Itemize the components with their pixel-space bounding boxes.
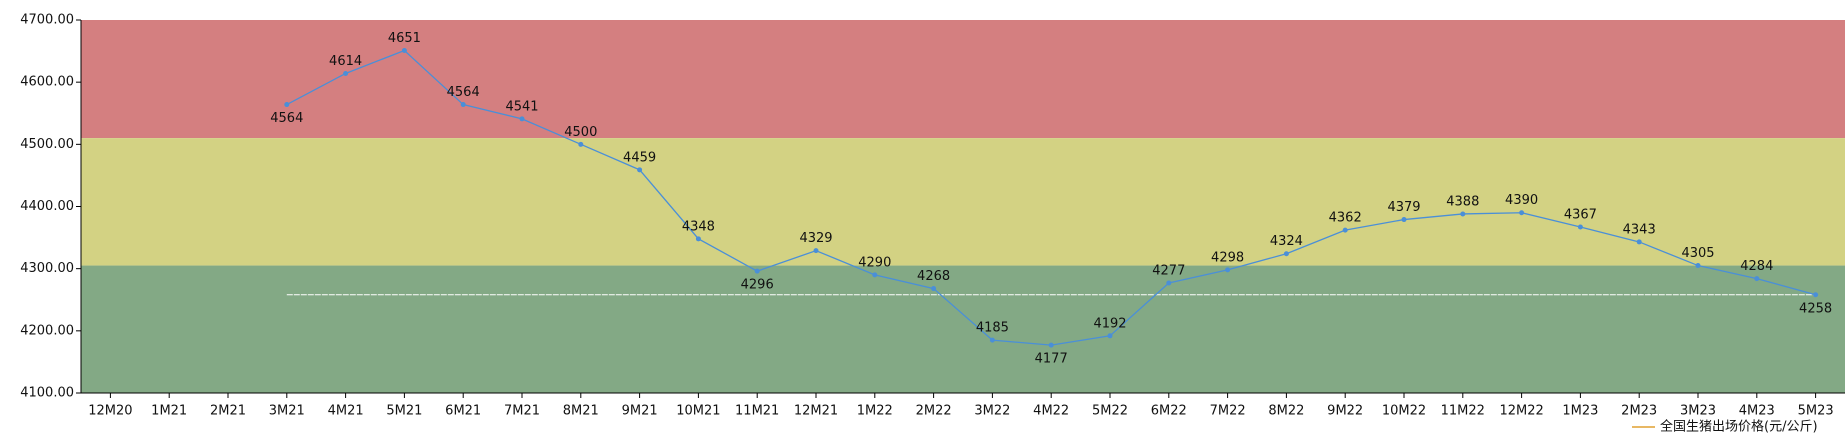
band [81, 138, 1845, 266]
data-label: 4564 [447, 85, 480, 100]
x-tick-label: 6M21 [445, 404, 481, 419]
x-tick-label: 11M21 [735, 404, 779, 419]
data-label: 4348 [682, 219, 715, 234]
point [813, 248, 819, 254]
x-tick-label: 10M21 [676, 404, 720, 419]
data-label: 4268 [917, 269, 950, 284]
band [81, 20, 1845, 139]
data-label: 4298 [1211, 250, 1244, 265]
x-tick-label: 10M22 [1382, 404, 1426, 419]
point [1460, 211, 1466, 217]
x-tick-label: 5M21 [386, 404, 422, 419]
data-label: 4459 [623, 150, 656, 165]
y-tick-label: 4100.00 [20, 386, 74, 401]
point [1283, 251, 1289, 257]
point [1813, 292, 1819, 298]
point [754, 268, 760, 274]
point [872, 272, 878, 278]
x-tick-label: 1M22 [857, 404, 893, 419]
x-tick-label: 8M21 [563, 404, 599, 419]
x-tick-label: 4M23 [1739, 404, 1775, 419]
band [81, 265, 1845, 393]
point [931, 286, 937, 292]
point [1107, 333, 1113, 339]
data-label: 4614 [329, 54, 362, 69]
x-tick-label: 6M22 [1151, 404, 1187, 419]
point [1048, 342, 1054, 348]
y-tick-label: 4700.00 [20, 13, 74, 28]
data-label: 4500 [564, 125, 597, 140]
data-label: 4277 [1152, 263, 1185, 278]
y-tick-label: 4400.00 [20, 199, 74, 214]
data-label: 4192 [1093, 316, 1126, 331]
data-label: 4343 [1623, 222, 1656, 237]
x-tick-label: 12M20 [88, 404, 132, 419]
point [1342, 227, 1348, 233]
y-tick-label: 4200.00 [20, 323, 74, 338]
x-tick-label: 7M21 [504, 404, 540, 419]
point [989, 337, 995, 343]
y-tick-label: 4600.00 [20, 75, 74, 90]
data-label: 4177 [1035, 352, 1068, 367]
point [343, 70, 349, 76]
point [1519, 210, 1525, 216]
data-label: 4185 [976, 321, 1009, 336]
x-tick-label: 4M21 [328, 404, 364, 419]
data-label: 4258 [1799, 301, 1832, 316]
data-label: 4296 [741, 278, 774, 293]
data-label: 4388 [1446, 194, 1479, 209]
data-label: 4367 [1564, 208, 1597, 223]
point [637, 167, 643, 173]
data-label: 4284 [1740, 259, 1773, 274]
point [1754, 276, 1760, 282]
point [284, 102, 290, 108]
point [1225, 267, 1231, 273]
x-tick-label: 7M22 [1210, 404, 1246, 419]
data-label: 4290 [858, 255, 891, 270]
x-tick-label: 3M22 [974, 404, 1010, 419]
x-tick-label: 3M23 [1680, 404, 1716, 419]
data-label: 4390 [1505, 193, 1538, 208]
x-tick-label: 12M22 [1499, 404, 1543, 419]
point [401, 47, 407, 53]
data-label: 4329 [799, 231, 832, 246]
data-label: 4362 [1329, 211, 1362, 226]
data-label: 4651 [388, 31, 421, 46]
data-label: 4305 [1681, 246, 1714, 261]
point [695, 236, 701, 242]
x-tick-label: 1M23 [1562, 404, 1598, 419]
x-tick-label: 2M21 [210, 404, 246, 419]
x-tick-label: 12M21 [794, 404, 838, 419]
point [578, 141, 584, 147]
data-label: 4541 [505, 99, 538, 114]
data-label: 4379 [1387, 200, 1420, 215]
point [1695, 263, 1701, 269]
x-tick-label: 9M21 [622, 404, 658, 419]
x-tick-label: 8M22 [1268, 404, 1304, 419]
x-tick-label: 5M22 [1092, 404, 1128, 419]
x-tick-label: 11M22 [1441, 404, 1485, 419]
legend-label: 全国生猪出场价格(元/公斤) [1660, 419, 1818, 435]
y-tick-label: 4300.00 [20, 261, 74, 276]
x-tick-label: 2M22 [916, 404, 952, 419]
x-tick-label: 2M23 [1621, 404, 1657, 419]
point [460, 102, 466, 108]
point [1577, 224, 1583, 230]
data-label: 4324 [1270, 234, 1303, 249]
x-tick-label: 5M23 [1798, 404, 1834, 419]
point [1166, 280, 1172, 286]
data-label: 4564 [270, 111, 303, 126]
point [1636, 239, 1642, 245]
x-tick-label: 1M21 [151, 404, 187, 419]
y-tick-label: 4500.00 [20, 137, 74, 152]
x-tick-label: 9M22 [1327, 404, 1363, 419]
point [1401, 217, 1407, 223]
x-tick-label: 4M22 [1033, 404, 1069, 419]
point [519, 116, 525, 122]
x-tick-label: 3M21 [269, 404, 305, 419]
